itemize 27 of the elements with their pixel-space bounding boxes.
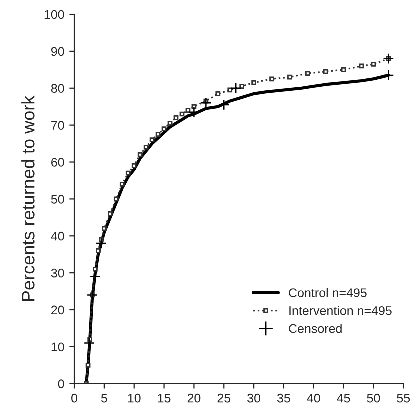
legend-label: Censored	[289, 324, 342, 334]
y-tick-label: 30	[51, 268, 64, 278]
y-tick-label: 20	[52, 306, 64, 315]
y-tick-label: 40	[51, 232, 64, 241]
y-tick-label: 100	[44, 10, 64, 20]
x-tick-label: 10	[128, 394, 141, 403]
x-tick-label: 25	[218, 394, 231, 403]
y-tick-label: 50	[51, 195, 64, 204]
x-tick-label: 45	[337, 394, 350, 403]
x-tick-label: 55	[397, 394, 410, 403]
y-tick-label: 90	[51, 47, 64, 56]
legend-label: Control n=495	[289, 288, 367, 298]
x-tick-label: 20	[188, 394, 201, 403]
x-tick-label: 50	[367, 394, 380, 403]
y-tick-label: 70	[52, 121, 64, 130]
y-tick-label: 80	[51, 84, 64, 94]
x-tick-label: 0	[72, 394, 78, 403]
y-tick-label: 0	[58, 380, 64, 389]
y-tick-label: 10	[52, 342, 64, 352]
x-tick-label: 30	[248, 394, 261, 403]
y-axis-title: Percents returned to work	[22, 96, 35, 302]
x-tick-label: 40	[307, 394, 320, 403]
y-tick-label: 60	[52, 158, 64, 167]
legend-label: Intervention n=495	[290, 306, 392, 316]
x-tick-label: 5	[101, 394, 108, 403]
x-tick-label: 35	[277, 394, 290, 403]
x-tick-label: 15	[158, 394, 171, 403]
